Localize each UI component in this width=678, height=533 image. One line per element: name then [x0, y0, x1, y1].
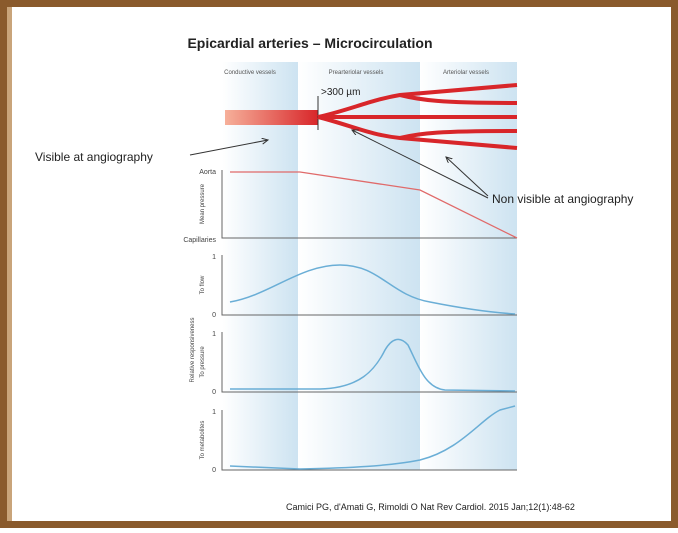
- column-header: Arteriolar vessels: [443, 70, 489, 76]
- column-header: Conductive vessels: [224, 70, 276, 76]
- tick-label: 0: [212, 389, 216, 396]
- annotation: Non visible at angiography: [492, 192, 633, 206]
- tick-label: 1: [212, 409, 216, 416]
- tick-label: 0: [212, 467, 216, 474]
- tick-label: Aorta: [199, 169, 216, 176]
- tick-label: 1: [212, 331, 216, 338]
- group-title: Relative responsiveness: [190, 317, 196, 382]
- tick-label: Capillaries: [183, 237, 216, 244]
- citation: Camici PG, d'Amati G, Rimoldi O Nat Rev …: [286, 502, 575, 512]
- vessel-size: >300 µm: [321, 87, 360, 98]
- figure: Epicardial arteries – Microcirculation C…: [0, 0, 678, 528]
- epicardial-vessel: [225, 110, 318, 125]
- tick-label: 0: [212, 312, 216, 319]
- column-header: Prearteriolar vessels: [329, 70, 384, 76]
- tick-label: 1: [212, 254, 216, 261]
- title: Epicardial arteries – Microcirculation: [187, 35, 432, 51]
- y-title: Mean pressure: [200, 183, 206, 224]
- y-title: To metabolites: [200, 421, 206, 460]
- annotation: Visible at angiography: [35, 150, 153, 164]
- edge-strip: [7, 7, 12, 521]
- y-title: To flow: [200, 275, 206, 294]
- y-title: To pressure: [200, 346, 206, 378]
